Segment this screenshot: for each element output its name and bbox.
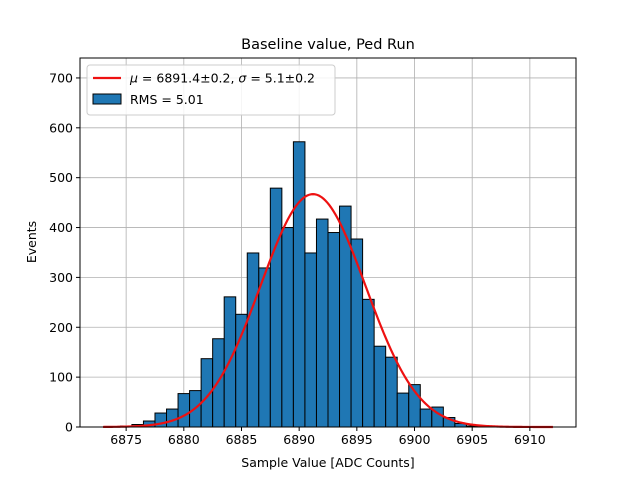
y-tick-label: 300: [49, 270, 73, 285]
chart-title: Baseline value, Ped Run: [241, 37, 415, 53]
histogram-bar: [235, 313, 248, 428]
histogram-bar: [373, 345, 387, 428]
legend-sigma-symbol: σ: [238, 71, 247, 86]
histogram-bar: [246, 252, 260, 428]
x-tick-label: 6875: [110, 432, 142, 447]
histogram-bar: [315, 218, 329, 428]
legend-box: [86, 64, 336, 116]
legend: μ = 6891.4±0.2, σ = 5.1±0.2 RMS = 5.01: [86, 64, 336, 116]
y-tick-label: 400: [49, 220, 73, 235]
x-tick-label: 6880: [168, 432, 200, 447]
y-axis-ticks: 0 100 200 300 400 500 600 700: [49, 70, 80, 435]
x-tick-label: 6905: [456, 432, 488, 447]
histogram-bar: [304, 252, 317, 428]
histogram-bar: [339, 205, 352, 428]
gaussian-fit-curve: [103, 193, 553, 429]
histogram-bar: [269, 187, 283, 428]
histogram-bar: [385, 356, 398, 428]
y-tick-label: 500: [49, 170, 73, 185]
x-axis-ticks: 6875 6880 6885 6890 6895 6900 6905 6910: [110, 427, 546, 447]
histogram-bar: [177, 393, 191, 428]
y-tick-label: 600: [49, 120, 73, 135]
histogram-bar: [327, 232, 341, 428]
legend-mu-symbol: μ: [129, 71, 138, 86]
y-tick-label: 0: [65, 420, 73, 435]
legend-mu-value: = 6891.4±0.2,: [138, 71, 238, 86]
x-tick-label: 6885: [226, 432, 258, 447]
histogram-bar: [292, 141, 306, 428]
plot-frame: [79, 57, 577, 428]
legend-hist-label: RMS = 5.01: [130, 92, 204, 107]
histogram-bar: [258, 267, 271, 428]
legend-fit-label: μ = 6891.4±0.2, σ = 5.1±0.2: [129, 71, 315, 86]
x-tick-label: 6900: [399, 432, 431, 447]
y-tick-label: 100: [49, 370, 73, 385]
histogram-bar: [281, 227, 294, 428]
y-tick-label: 700: [49, 70, 73, 85]
histogram-bar: [419, 408, 433, 428]
x-tick-label: 6890: [283, 432, 315, 447]
legend-hist-swatch: [92, 93, 122, 105]
histogram-bar: [350, 238, 364, 428]
x-tick-label: 6895: [341, 432, 373, 447]
x-tick-label: 6910: [514, 432, 546, 447]
histogram-bar: [362, 298, 375, 428]
x-axis-label: Sample Value [ADC Counts]: [241, 455, 414, 470]
histogram-bar: [396, 392, 410, 428]
legend-sigma-value: = 5.1±0.2: [246, 71, 315, 86]
y-tick-label: 200: [49, 320, 73, 335]
y-axis-label: Events: [24, 221, 39, 263]
